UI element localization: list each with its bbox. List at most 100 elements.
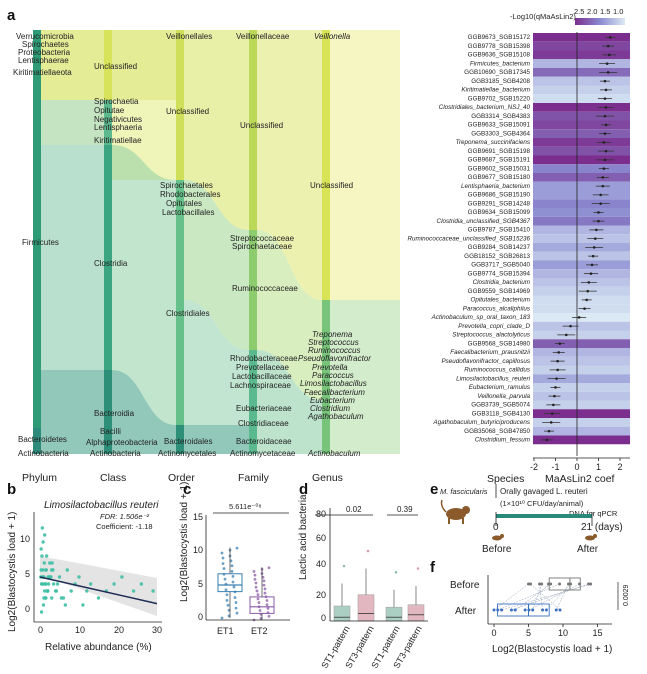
heatmap-cell [533, 365, 630, 375]
genus-label: Prevotella [312, 363, 348, 372]
panel-e-species: M. fascicularis [440, 487, 488, 496]
box-point [267, 566, 271, 570]
species-label: Clostridia_bacterium [473, 279, 530, 286]
scatter-point [39, 547, 43, 551]
box-body [497, 603, 550, 617]
legend-title: -Log10(qMaAsLin2) [510, 12, 576, 21]
scatter-point [44, 582, 48, 586]
legend-tick: 1.5 [600, 7, 610, 16]
order-label: Bacteroidales [164, 437, 212, 446]
panel-e-before: Before [482, 544, 512, 555]
y-tick: 0 [25, 604, 30, 614]
class-label: Bacilli [100, 427, 121, 436]
box-point [220, 551, 224, 555]
box-point [256, 597, 260, 601]
genus-label: Veillonella [314, 32, 351, 41]
coef-point [605, 62, 609, 65]
box-point [266, 606, 270, 610]
panel-b-points [39, 526, 155, 614]
family-label: Unclassified [240, 121, 283, 130]
species-labels: GGB9673_SGB15172 GGB9778_SGB15398 GGB9636_… [407, 34, 530, 444]
maaslin-panel: -Log10(qMaAsLin2) 2.5 2.0 1.5 1.0 GGB967… [407, 7, 630, 485]
class-label: Spirochaetia [94, 97, 139, 106]
panel-b-title: Limosilactobacillus reuteri [44, 500, 159, 511]
class-label: Lentisphaeria [94, 123, 143, 132]
coef-point [591, 254, 595, 258]
y-tick: 40 [316, 559, 326, 569]
box-point [232, 585, 236, 589]
scatter-point [57, 575, 62, 579]
species-label: Faecalibacterium_prausnitzii [450, 349, 530, 356]
scatter-point [46, 589, 50, 593]
heatmap-cell [533, 50, 630, 60]
family-label: Lachnospiraceae [230, 381, 291, 390]
coef-point [547, 429, 551, 433]
x-tick: 20 [114, 625, 124, 635]
y-tick: 15 [193, 512, 203, 522]
sankey-flow [257, 30, 322, 300]
species-label: GGB9677_SGB15180 [468, 174, 531, 181]
box-body [333, 605, 351, 622]
y-tick: 80 [316, 509, 326, 519]
after-point [509, 608, 513, 612]
monkey-icon-before [492, 534, 504, 541]
before-point [587, 582, 591, 586]
paired-line [497, 583, 560, 611]
class-label: Negativicutes [94, 115, 142, 124]
heatmap-cell [533, 155, 630, 165]
species-label: Agathobaculum_butyriciproducens [432, 419, 530, 426]
species-label: Clostridiales_bacterium_NSJ_40 [439, 104, 531, 111]
panel-letter-b: b [7, 481, 16, 498]
panel-c-pvalue: 5.611e⁻⁰⁸ [229, 502, 262, 511]
species-label: GGB9284_SGB14237 [468, 244, 531, 251]
genus-label: Treponema [312, 330, 353, 339]
heatmap-cell [533, 146, 630, 156]
genus-label: Paracoccus [312, 371, 354, 380]
class-label: Kiritimatiellae [94, 136, 142, 145]
coef-point [601, 184, 605, 188]
phylum-label: Kiritimatiellaeota [13, 68, 72, 77]
panel-d-boxplot: 0.02 0.39 0 20 40 60 80 ST1-pattern ST3-… [298, 494, 428, 670]
heatmap-cell [533, 199, 630, 208]
coef-point [583, 307, 586, 310]
species-label: GGB18152_SGB26813 [464, 253, 530, 260]
column-title-genus: Genus [312, 472, 343, 484]
heatmap-cell [533, 190, 630, 200]
species-label: Streptococcus_alactolyticus [452, 332, 531, 339]
scatter-point [54, 589, 59, 593]
sankey-flow [41, 30, 104, 100]
box-point [231, 574, 235, 578]
heatmap-cell [533, 216, 630, 226]
scatter-point [89, 582, 93, 586]
before-point [567, 582, 571, 586]
sankey-flow [41, 145, 104, 370]
family-label: Veillonellaceae [236, 32, 290, 41]
paired-line [530, 583, 561, 611]
panel-d-ylabel: Lactic acid bacteria [298, 494, 309, 580]
heatmap-cell [533, 348, 630, 357]
coef-point [607, 53, 611, 57]
family-label: Ruminococcaceae [232, 284, 298, 293]
species-label: GGB9636_SGB15108 [468, 52, 531, 59]
coef-point [604, 149, 608, 153]
scatter-point [44, 568, 48, 572]
coef-point [545, 438, 549, 442]
species-label: GGB9702_SGB15220 [468, 95, 531, 102]
genus-label: Unclassified [310, 181, 353, 190]
coef-point [604, 123, 608, 127]
coef-point [564, 333, 568, 337]
paired-line [515, 583, 551, 611]
scatter-point [44, 554, 49, 558]
box-point [230, 564, 234, 568]
coef-point [603, 97, 607, 100]
species-label: GGB9602_SGB15031 [468, 165, 531, 172]
species-label: GGB9559_SGB14969 [468, 288, 531, 295]
family-label: Rhodobacteraceae [230, 354, 298, 363]
coef-point [569, 324, 572, 328]
box-point [265, 599, 269, 602]
coef-point [558, 342, 562, 345]
scatter-point [40, 554, 44, 558]
box-body [548, 577, 581, 591]
group-label-et2: ET2 [251, 626, 268, 636]
